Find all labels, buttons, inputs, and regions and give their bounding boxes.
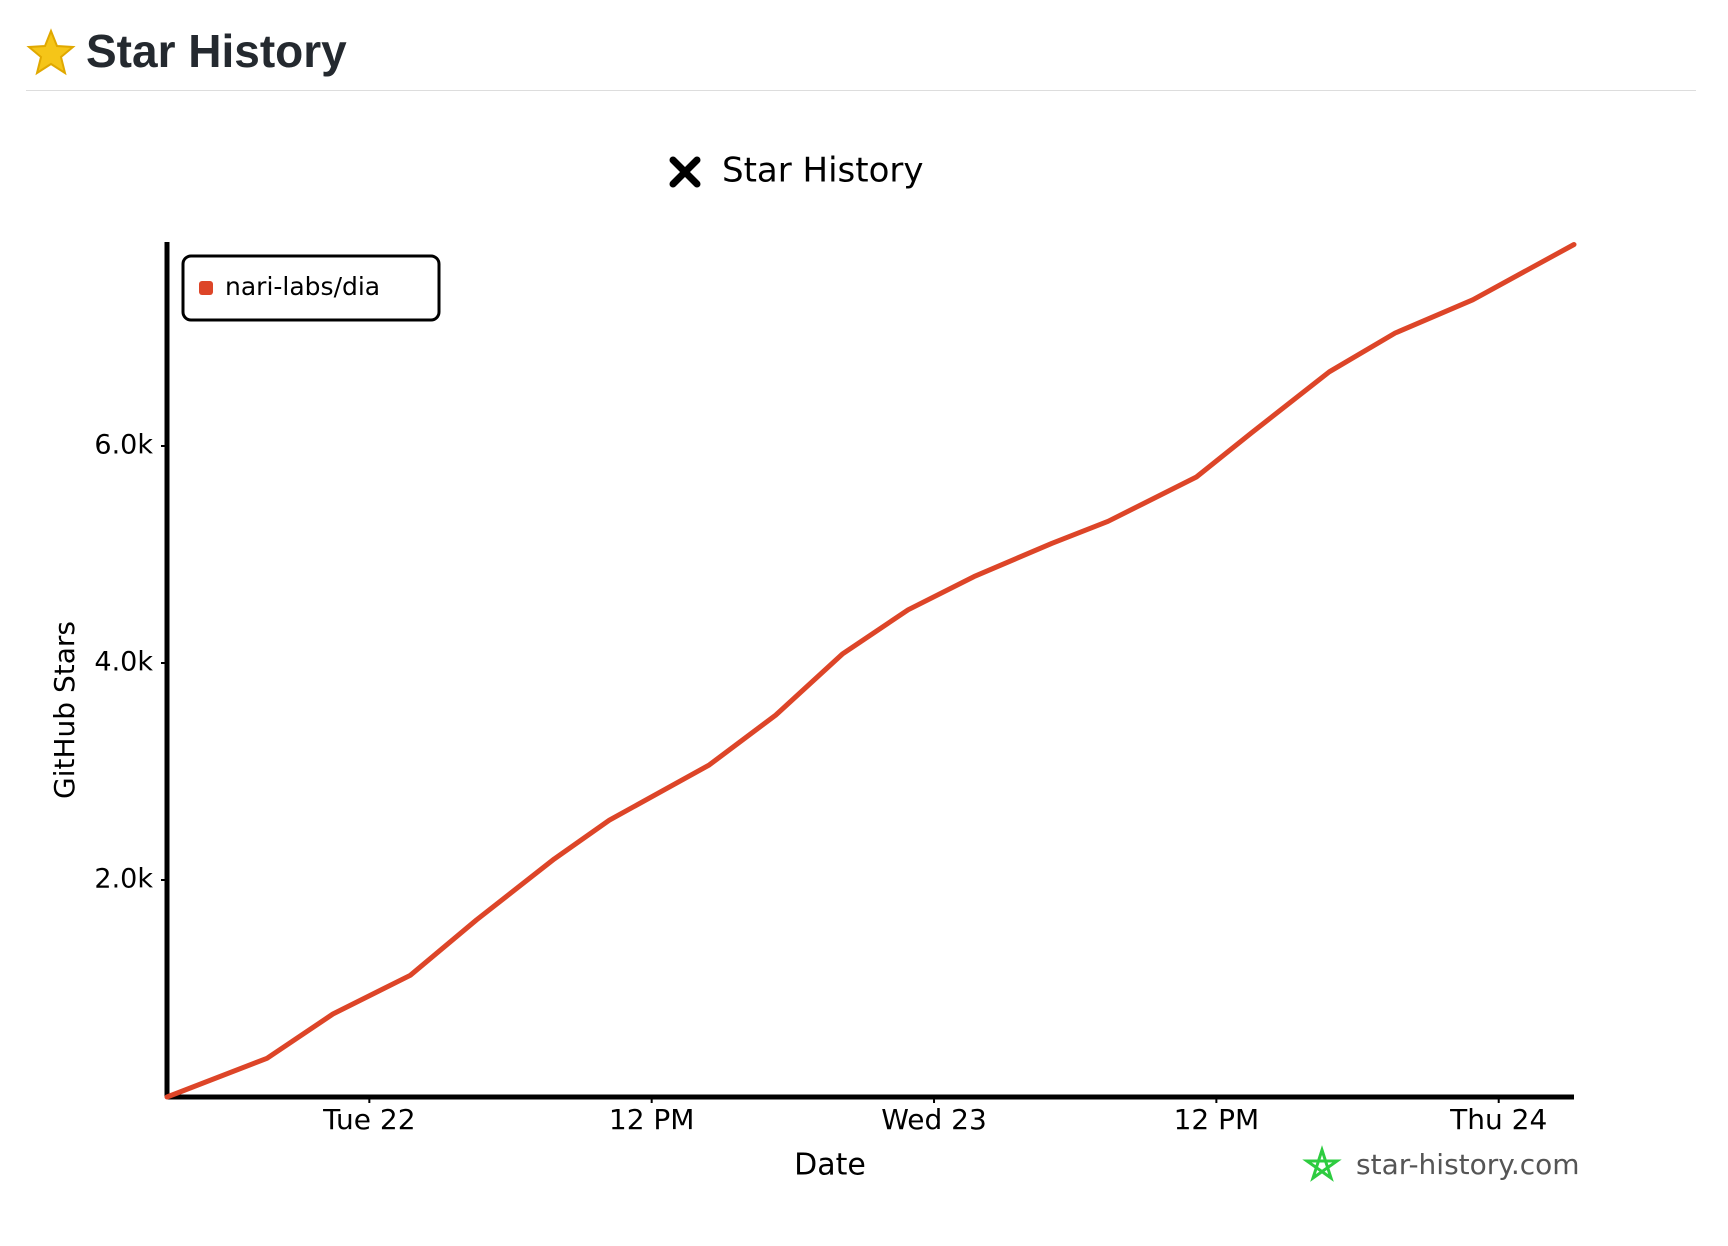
y-tick-label: 4.0k [94,646,153,677]
icon-stroke [669,156,701,188]
y-tick-label: 2.0k [94,863,153,894]
watermark-icon [1302,1145,1342,1182]
x-axis-title: Date [794,1148,866,1183]
x-tick-label: Thu 24 [1449,1103,1547,1136]
header: Star History [26,14,1696,91]
x-tick-label: 12 PM [1174,1103,1260,1136]
page-title: Star History [86,25,347,77]
x-tick-label: Tue 22 [322,1103,415,1136]
legend-swatch [199,281,213,295]
series-line [164,242,1577,1100]
x-tick-label: Wed 23 [881,1103,987,1136]
star-shape [26,28,76,76]
watermark-star [1302,1145,1342,1182]
x-tick-label: 12 PM [609,1103,695,1136]
star-icon [26,28,76,76]
chart-title: Star History [722,151,924,191]
y-axis-title: GitHub Stars [48,621,81,799]
watermark: star-history.com [1356,1148,1580,1181]
legend-label: nari-labs/dia [225,272,380,301]
title-icon [669,156,701,188]
legend-box [181,254,441,322]
y-tick-label: 6.0k [94,429,153,460]
